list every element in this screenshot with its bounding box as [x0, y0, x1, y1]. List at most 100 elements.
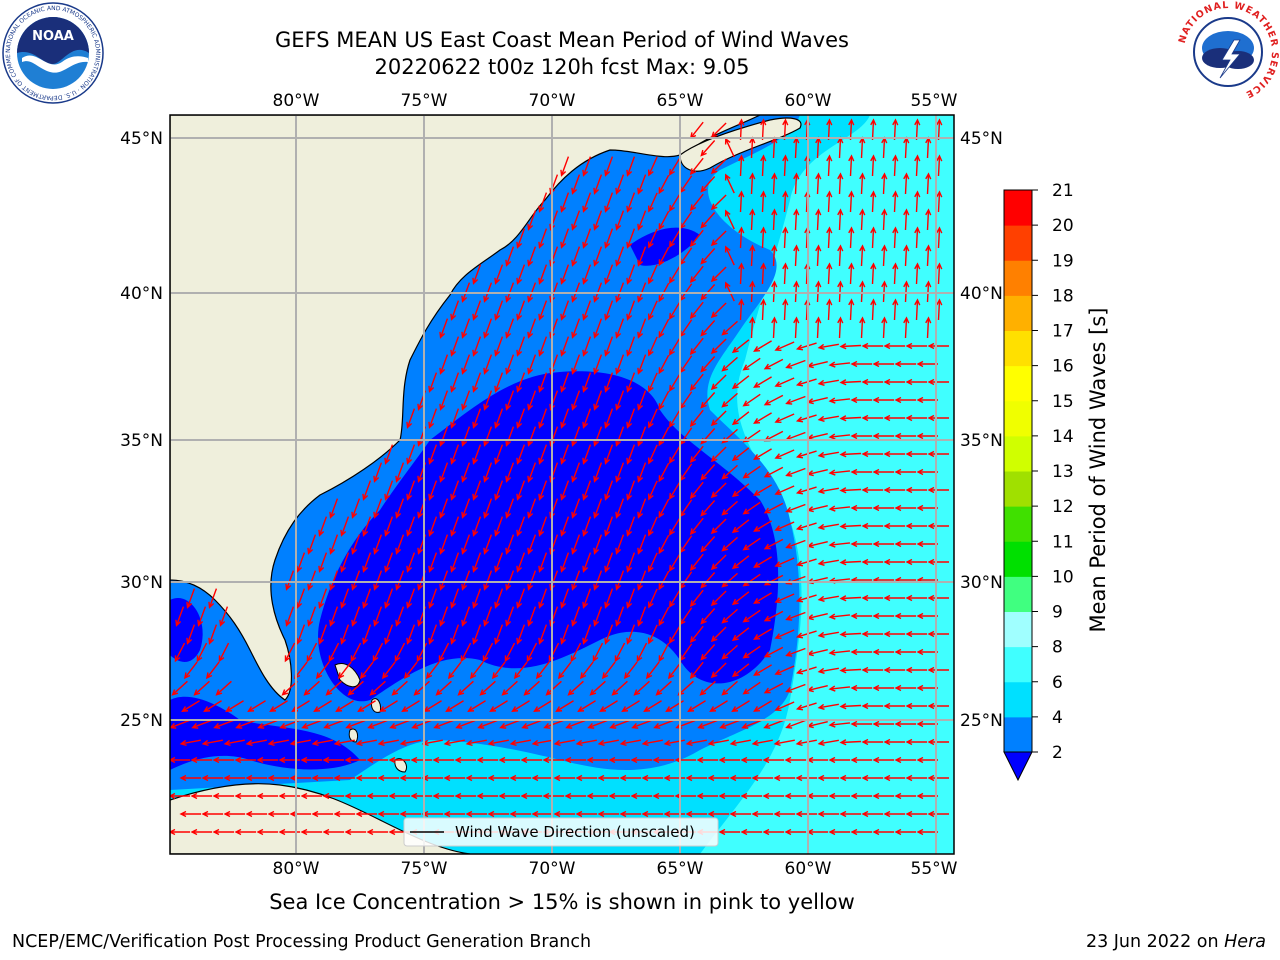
wave-direction-arrow	[828, 505, 851, 512]
colorbar-segment	[1004, 225, 1032, 261]
wave-direction-arrow	[883, 414, 905, 422]
wave-direction-arrow	[626, 480, 636, 501]
wave-direction-arrow	[861, 738, 883, 746]
wave-direction-arrow	[560, 192, 570, 213]
wave-direction-arrow	[604, 228, 614, 249]
north-america-land	[170, 115, 761, 701]
wave-direction-arrow	[432, 756, 454, 764]
wave-direction-arrow	[870, 262, 877, 285]
wave-direction-arrow	[560, 228, 570, 249]
wave-direction-arrow	[905, 594, 927, 602]
colorbar-tick-label: 14	[1052, 427, 1074, 447]
wave-direction-arrow	[817, 810, 839, 818]
wave-direction-arrow	[384, 588, 394, 609]
wave-direction-arrow	[710, 518, 727, 535]
wave-direction-arrow	[483, 606, 493, 627]
wave-direction-arrow	[785, 683, 806, 693]
wave-direction-arrow	[571, 246, 581, 267]
wave-direction-arrow	[347, 680, 364, 696]
wave-direction-arrow	[461, 462, 471, 483]
wave-direction-arrow	[927, 810, 949, 818]
wave-direction-arrow	[828, 361, 851, 368]
wave-direction-arrow	[472, 336, 482, 357]
wave-direction-arrow	[892, 190, 899, 213]
colorbar-tick-label: 9	[1052, 603, 1063, 623]
wave-direction-arrow	[203, 700, 222, 713]
wave-direction-arrow	[905, 774, 927, 782]
lon-label-top: 65°W	[657, 91, 704, 111]
wave-direction-arrow	[494, 300, 504, 321]
wave-direction-arrow	[738, 190, 745, 213]
wave-direction-arrow	[582, 228, 592, 249]
wave-direction-arrow	[245, 810, 267, 818]
wave-direction-arrow	[883, 486, 905, 494]
wave-direction-arrow	[782, 190, 789, 213]
lat-label-right: 40°N	[960, 284, 1003, 304]
wave-direction-arrow	[372, 642, 384, 663]
wave-direction-arrow	[527, 426, 537, 447]
wave-direction-arrow	[582, 444, 592, 465]
wave-direction-arrow	[721, 320, 738, 336]
wave-direction-arrow	[445, 700, 464, 713]
wave-direction-arrow	[927, 702, 949, 710]
wave-direction-arrow	[333, 739, 355, 747]
wave-direction-arrow	[373, 570, 383, 591]
wave-direction-arrow	[538, 300, 548, 321]
wave-direction-arrow	[637, 390, 647, 411]
wave-direction-arrow	[669, 517, 681, 536]
wave-direction-arrow	[894, 684, 916, 692]
wave-direction-arrow	[914, 226, 921, 249]
wave-direction-arrow	[439, 426, 449, 447]
wave-direction-arrow	[870, 118, 877, 141]
sea-ice-caption: Sea Ice Concentration > 15% is shown in …	[269, 890, 855, 914]
wave-direction-arrow	[428, 444, 438, 465]
lon-label-bottom: 75°W	[401, 859, 448, 879]
wave-direction-arrow	[637, 318, 647, 339]
wave-direction-arrow	[718, 756, 740, 764]
lat-label-left: 30°N	[120, 573, 163, 593]
wave-direction-arrow	[477, 719, 498, 729]
wave-direction-arrow	[344, 828, 366, 836]
wave-direction-arrow	[329, 534, 339, 555]
wave-direction-arrow	[839, 774, 861, 782]
wave-direction-arrow	[234, 828, 256, 836]
wave-direction-arrow	[491, 661, 506, 680]
wave-direction-arrow	[604, 588, 614, 609]
wave-direction-arrow	[208, 588, 218, 609]
wave-direction-arrow	[892, 298, 899, 321]
wave-direction-arrow	[410, 756, 432, 764]
wave-direction-arrow	[560, 444, 570, 465]
wave-direction-arrow	[384, 444, 394, 465]
wave-direction-arrow	[916, 828, 938, 836]
wave-direction-arrow	[413, 680, 430, 696]
wave-direction-arrow	[461, 318, 471, 339]
colorbar-tick-label: 20	[1052, 216, 1074, 236]
wave-direction-arrow	[615, 606, 625, 627]
wave-direction-arrow	[516, 480, 526, 501]
wave-direction-arrow	[892, 262, 899, 285]
wave-direction-arrow	[315, 661, 330, 680]
wave-direction-arrow	[817, 739, 839, 746]
wave-direction-arrow	[925, 244, 932, 267]
wave-direction-arrow	[771, 172, 778, 195]
wave-direction-arrow	[527, 210, 537, 231]
wave-direction-arrow	[658, 354, 670, 375]
wave-direction-arrow	[516, 552, 526, 573]
wave-direction-arrow	[710, 230, 727, 247]
wave-direction-arrow	[179, 810, 201, 818]
wave-direction-arrow	[658, 390, 670, 411]
wave-direction-arrow	[323, 719, 344, 729]
wave-direction-arrow	[689, 589, 704, 608]
wave-direction-arrow	[509, 739, 531, 747]
wave-direction-arrow	[883, 522, 905, 530]
wave-direction-arrow	[894, 396, 916, 404]
wave-direction-arrow	[472, 480, 482, 501]
lon-label-bottom: 65°W	[657, 859, 704, 879]
wave-direction-arrow	[212, 792, 234, 800]
wave-direction-arrow	[872, 648, 894, 656]
wave-direction-arrow	[696, 756, 718, 764]
wave-direction-arrow	[742, 681, 761, 695]
wave-direction-arrow	[362, 480, 372, 501]
wave-direction-arrow	[905, 810, 927, 818]
wave-direction-arrow	[472, 300, 482, 321]
